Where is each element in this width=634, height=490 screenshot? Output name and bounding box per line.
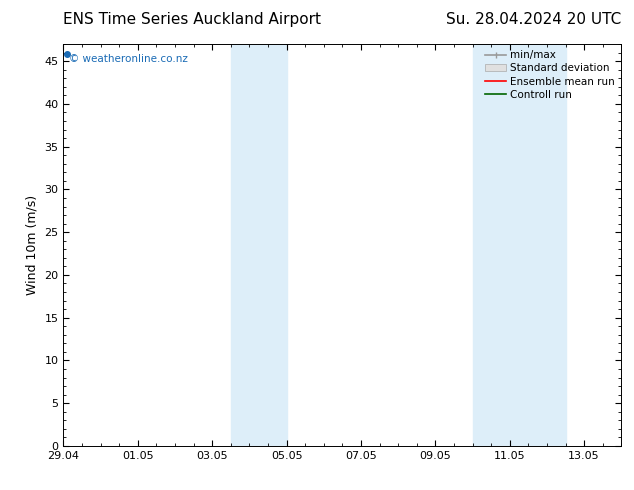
Bar [231,44,287,446]
Bar [472,44,510,446]
Y-axis label: Wind 10m (m/s): Wind 10m (m/s) [26,195,39,295]
Bar [510,44,566,446]
Text: © weatheronline.co.nz: © weatheronline.co.nz [69,54,188,64]
Text: Su. 28.04.2024 20 UTC: Su. 28.04.2024 20 UTC [446,12,621,27]
Text: ENS Time Series Auckland Airport: ENS Time Series Auckland Airport [63,12,321,27]
Legend: min/max, Standard deviation, Ensemble mean run, Controll run: min/max, Standard deviation, Ensemble me… [481,46,619,104]
